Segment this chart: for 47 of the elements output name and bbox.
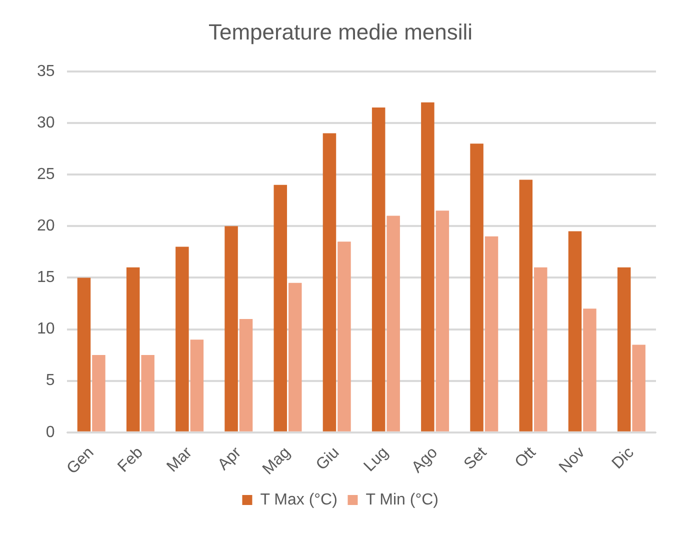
x-tick-label: Ott [512, 444, 540, 472]
y-tick-label: 20 [37, 218, 55, 235]
bar [274, 184, 288, 432]
bar [190, 340, 204, 432]
bar [322, 133, 336, 432]
x-tick-label: Nov [556, 444, 588, 476]
bar [239, 318, 253, 432]
bar [126, 267, 140, 432]
bar [421, 102, 434, 432]
x-tick-label: Mar [164, 444, 196, 476]
x-tick-label: Lug [360, 444, 392, 476]
bar [176, 246, 189, 432]
bar [436, 210, 450, 432]
chart-title: Temperature medie mensili [208, 19, 473, 44]
x-tick-label: Apr [214, 444, 246, 474]
y-tick-label: 30 [37, 114, 55, 132]
x-tick-label: Gen [64, 444, 98, 478]
bar [224, 226, 238, 432]
bar [632, 344, 646, 432]
y-tick-label: 10 [37, 320, 55, 338]
bar [583, 308, 596, 432]
y-tick-label: 5 [46, 372, 55, 390]
x-tick-label: Mag [260, 444, 294, 478]
legend-label: T Max (°C) [260, 491, 338, 508]
bar [288, 282, 302, 432]
bar [92, 355, 106, 432]
bar [386, 216, 400, 432]
y-tick-label: 15 [37, 269, 55, 286]
x-tick-label: Dic [609, 444, 638, 472]
bar [617, 267, 631, 432]
x-tick-label: Set [461, 444, 490, 474]
x-tick-label: Ago [408, 444, 442, 476]
y-tick-label: 0 [46, 424, 55, 441]
y-tick-label: 25 [37, 166, 55, 183]
bar [338, 242, 351, 432]
bar [141, 355, 154, 432]
x-tick-label: Feb [114, 444, 146, 476]
x-tick-label: Giu [313, 444, 343, 474]
y-tick-label: 35 [37, 62, 55, 80]
bar [568, 231, 582, 432]
bar [470, 144, 484, 432]
legend-label: T Min (°C) [366, 491, 438, 508]
bar [372, 108, 386, 432]
bar [519, 180, 533, 432]
bar [77, 278, 91, 432]
bar [534, 267, 548, 432]
bar [484, 236, 498, 432]
